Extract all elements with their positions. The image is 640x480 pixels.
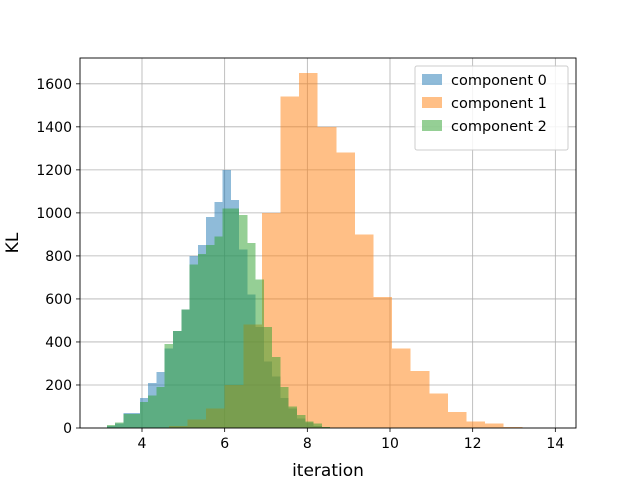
y-tick-label: 1000 xyxy=(36,206,72,222)
x-tick-label: 6 xyxy=(220,436,229,452)
y-tick-label: 1200 xyxy=(36,163,72,179)
histogram-bar xyxy=(181,309,190,428)
histogram-bar xyxy=(148,395,157,428)
legend: component 0 component 1 component 2 xyxy=(414,65,569,151)
histogram-bar xyxy=(255,279,264,428)
histogram-bar xyxy=(485,423,504,428)
histogram-bar xyxy=(156,387,165,428)
legend-label: component 1 xyxy=(451,96,547,112)
histogram-bar xyxy=(139,402,149,428)
histogram-bar xyxy=(222,208,231,428)
histogram-bar xyxy=(466,421,486,428)
x-tick-label: 12 xyxy=(464,436,482,452)
histogram-bar xyxy=(247,243,256,428)
histogram-bar xyxy=(299,73,318,428)
histogram-bar xyxy=(189,264,198,428)
y-tick-label: 200 xyxy=(45,378,72,394)
x-tick-label: 10 xyxy=(381,436,399,452)
histogram-bar xyxy=(503,426,523,428)
y-tick-label: 400 xyxy=(45,335,72,351)
histogram-bar xyxy=(313,423,322,428)
histogram-bar xyxy=(106,424,116,428)
x-tick-label: 14 xyxy=(546,436,564,452)
legend-label: component 2 xyxy=(451,119,547,135)
y-tick-label: 1400 xyxy=(36,120,72,136)
histogram-bar xyxy=(336,152,355,428)
histogram-bar xyxy=(263,326,273,428)
histogram-bar xyxy=(280,96,300,428)
legend-box xyxy=(414,65,569,151)
histogram-bar xyxy=(354,234,374,428)
histogram-bar xyxy=(280,387,289,428)
histogram-bar xyxy=(115,422,124,428)
histogram-bar xyxy=(131,414,140,428)
y-ticks: 0 200 400 600 800 1000 1200 1400 1600 xyxy=(36,77,80,437)
y-tick-label: 600 xyxy=(45,292,72,308)
histogram-bar xyxy=(297,415,306,428)
legend-label: component 0 xyxy=(451,73,547,89)
histogram-bar xyxy=(317,126,337,428)
legend-swatch xyxy=(422,120,442,131)
histogram-bar xyxy=(373,296,393,428)
histogram-bar xyxy=(197,253,207,428)
histogram-bar xyxy=(392,348,411,428)
histogram-bar xyxy=(321,426,331,428)
x-axis-label: iteration xyxy=(292,461,364,480)
x-tick-label: 8 xyxy=(303,436,312,452)
series-1 xyxy=(168,73,523,428)
histogram-bar xyxy=(164,344,173,428)
x-ticks: 4 6 8 10 12 14 xyxy=(138,428,564,452)
histogram-bar xyxy=(272,357,281,428)
legend-swatch xyxy=(422,74,442,85)
plot-frame xyxy=(79,57,577,429)
y-axis-label: KL xyxy=(3,232,23,253)
histogram-bar xyxy=(447,411,467,428)
series-2 xyxy=(106,208,331,428)
histogram-bar xyxy=(230,208,240,428)
y-tick-label: 0 xyxy=(63,421,72,437)
bars xyxy=(106,73,523,428)
histogram-bar xyxy=(206,245,215,428)
y-tick-label: 1600 xyxy=(36,77,72,93)
histogram-bar xyxy=(239,215,248,428)
histogram-bar xyxy=(173,331,182,428)
histogram-bar xyxy=(429,393,448,428)
histogram-bar xyxy=(410,370,430,428)
histogram-bar xyxy=(288,406,297,428)
legend-swatch xyxy=(422,97,442,108)
y-tick-label: 800 xyxy=(45,249,72,265)
histogram-bar xyxy=(214,236,223,428)
histogram-bar xyxy=(123,414,132,428)
histogram-bar xyxy=(305,421,314,428)
x-tick-label: 4 xyxy=(138,436,147,452)
